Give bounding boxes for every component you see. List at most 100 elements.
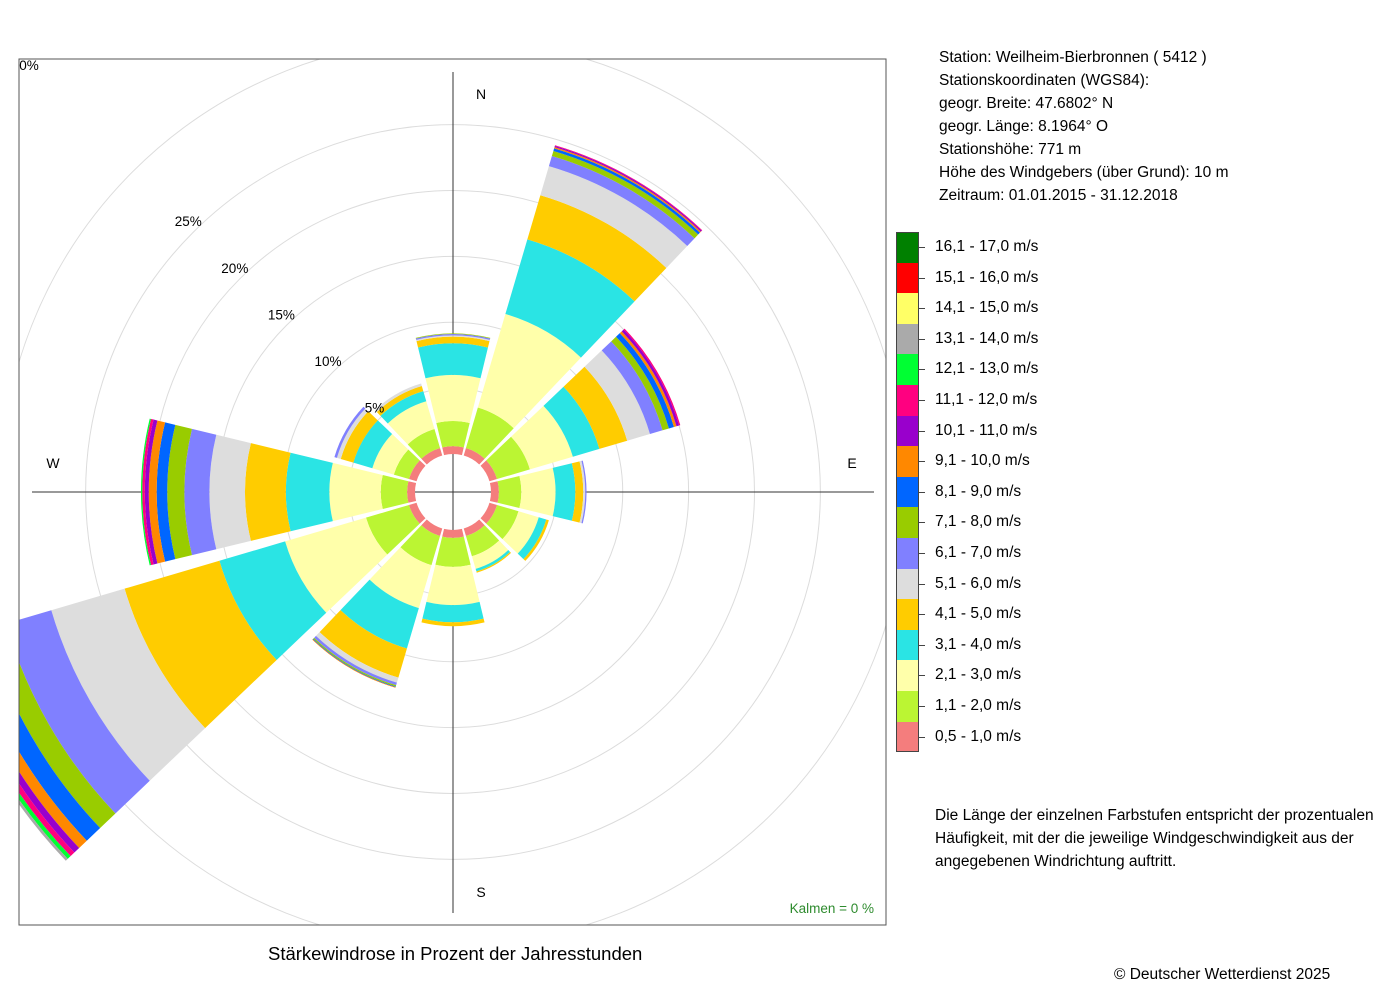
- legend-label: 7,1 - 8,0 m/s: [935, 513, 1022, 531]
- wind-petals: [19, 145, 703, 861]
- sector-300: [334, 406, 426, 482]
- petal-segment: [465, 525, 500, 557]
- petal-segment: [471, 540, 509, 569]
- legend-swatch: [896, 384, 919, 416]
- petal-segment: [416, 335, 490, 342]
- ring-labels: 0% 5% 10% 15% 20% 25%: [19, 58, 384, 416]
- petal-segment: [523, 519, 549, 561]
- petal-segment: [519, 467, 556, 517]
- petal-segment: [19, 661, 116, 829]
- petal-segment: [184, 428, 217, 556]
- petal-segment: [543, 386, 600, 457]
- legend-tick: [919, 430, 925, 432]
- sector-330: [375, 383, 443, 465]
- station-info: Station: Weilheim-Bierbronnen ( 5412 ) S…: [939, 46, 1228, 207]
- legend-swatch: [896, 446, 919, 477]
- petal-segment: [581, 460, 587, 524]
- ring-label: 5%: [365, 401, 385, 416]
- petal-segment: [584, 350, 650, 441]
- petal-segment: [336, 408, 369, 459]
- sector-180: [421, 528, 485, 627]
- legend-label: 16,1 - 17,0 m/s: [935, 238, 1039, 255]
- station-coords-heading: Stationskoordinaten (WGS84):: [939, 72, 1150, 89]
- petal-segment: [563, 366, 628, 449]
- petal-segment: [340, 579, 419, 649]
- petal-segment: [540, 166, 688, 268]
- petal-segment: [156, 422, 176, 562]
- legend-swatch: [896, 660, 919, 691]
- legend-swatch: [896, 323, 919, 355]
- petal-segment: [209, 434, 251, 550]
- petal-segment: [421, 519, 443, 537]
- legend-swatch: [896, 690, 919, 722]
- petal-segment: [442, 528, 464, 538]
- legend-tick: [919, 338, 925, 340]
- petal-segment: [375, 383, 422, 413]
- petal-segment: [418, 343, 488, 379]
- time-period: Zeitraum: 01.01.2015 - 31.12.2018: [939, 187, 1178, 204]
- ring-label: 25%: [175, 214, 202, 229]
- sensor-height: Höhe des Windgebers (über Grund): 10 m: [939, 164, 1229, 181]
- petal-segment: [400, 525, 441, 566]
- dir-label-s: S: [476, 884, 485, 900]
- petal-segment: [527, 195, 667, 302]
- petal-segment: [505, 239, 635, 358]
- petal-segment: [315, 632, 399, 683]
- petal-segment: [486, 504, 519, 540]
- petal-segment: [476, 551, 511, 573]
- petal-segment: [380, 391, 427, 424]
- petal-segment: [19, 783, 75, 857]
- petal-segment: [480, 502, 498, 524]
- legend-tick: [919, 369, 925, 371]
- station-height: Stationshöhe: 771 m: [939, 141, 1082, 158]
- petal-segment: [334, 406, 366, 458]
- petal-segment: [415, 333, 491, 339]
- petal-segment: [425, 374, 481, 424]
- legend-swatch: [896, 507, 919, 538]
- legend-tick: [919, 552, 925, 554]
- petal-segment: [245, 443, 291, 541]
- legend-label: 15,1 - 16,0 m/s: [935, 268, 1039, 286]
- sector-270: [140, 418, 417, 566]
- legend-tick: [919, 644, 925, 646]
- sector-120: [480, 502, 549, 561]
- legend-tick: [919, 736, 925, 738]
- legend-label: 12,1 - 13,0 m/s: [935, 360, 1039, 378]
- legend-tick: [919, 277, 925, 279]
- petal-segment: [502, 511, 539, 554]
- ring-label: 15%: [268, 307, 295, 322]
- legend-swatch: [896, 629, 919, 661]
- legend-swatch: [896, 262, 919, 294]
- legend-swatch: [896, 476, 919, 508]
- legend-tick: [919, 522, 925, 524]
- petal-segment: [19, 771, 80, 853]
- petal-segment: [19, 713, 101, 841]
- legend-swatch: [896, 232, 919, 263]
- legend-swatch: [896, 599, 919, 630]
- petal-segment: [616, 333, 674, 429]
- legend-label: 13,1 - 14,0 m/s: [935, 329, 1039, 347]
- legend-tick: [919, 614, 925, 616]
- petal-segment: [442, 446, 464, 456]
- petal-segment: [329, 462, 383, 522]
- station-name: Station: Weilheim-Bierbronnen ( 5412 ): [939, 49, 1207, 66]
- legend-label: 3,1 - 4,0 m/s: [935, 635, 1022, 653]
- petal-segment: [124, 560, 277, 729]
- petal-segment: [285, 452, 333, 532]
- petal-segment: [408, 502, 426, 524]
- legend-swatch: [896, 415, 919, 447]
- petal-segment: [426, 564, 480, 606]
- petal-segment: [51, 588, 206, 781]
- legend-label: 14,1 - 15,0 m/s: [935, 299, 1039, 317]
- petal-segment: [517, 517, 547, 560]
- legend-label: 8,1 - 9,0 m/s: [935, 482, 1022, 500]
- legend-swatch: [896, 568, 919, 600]
- petal-segment: [489, 481, 499, 503]
- petal-segment: [393, 449, 420, 480]
- petal-segment: [421, 447, 443, 465]
- legend-swatch: [896, 537, 919, 569]
- wind-rose-chart: 0% 5% 10% 15% 20% 25% N E S W Kalmen = 0 %: [18, 58, 887, 926]
- petal-segment: [551, 150, 699, 239]
- legend-label: 1,1 - 2,0 m/s: [935, 696, 1022, 714]
- petal-segment: [219, 541, 327, 660]
